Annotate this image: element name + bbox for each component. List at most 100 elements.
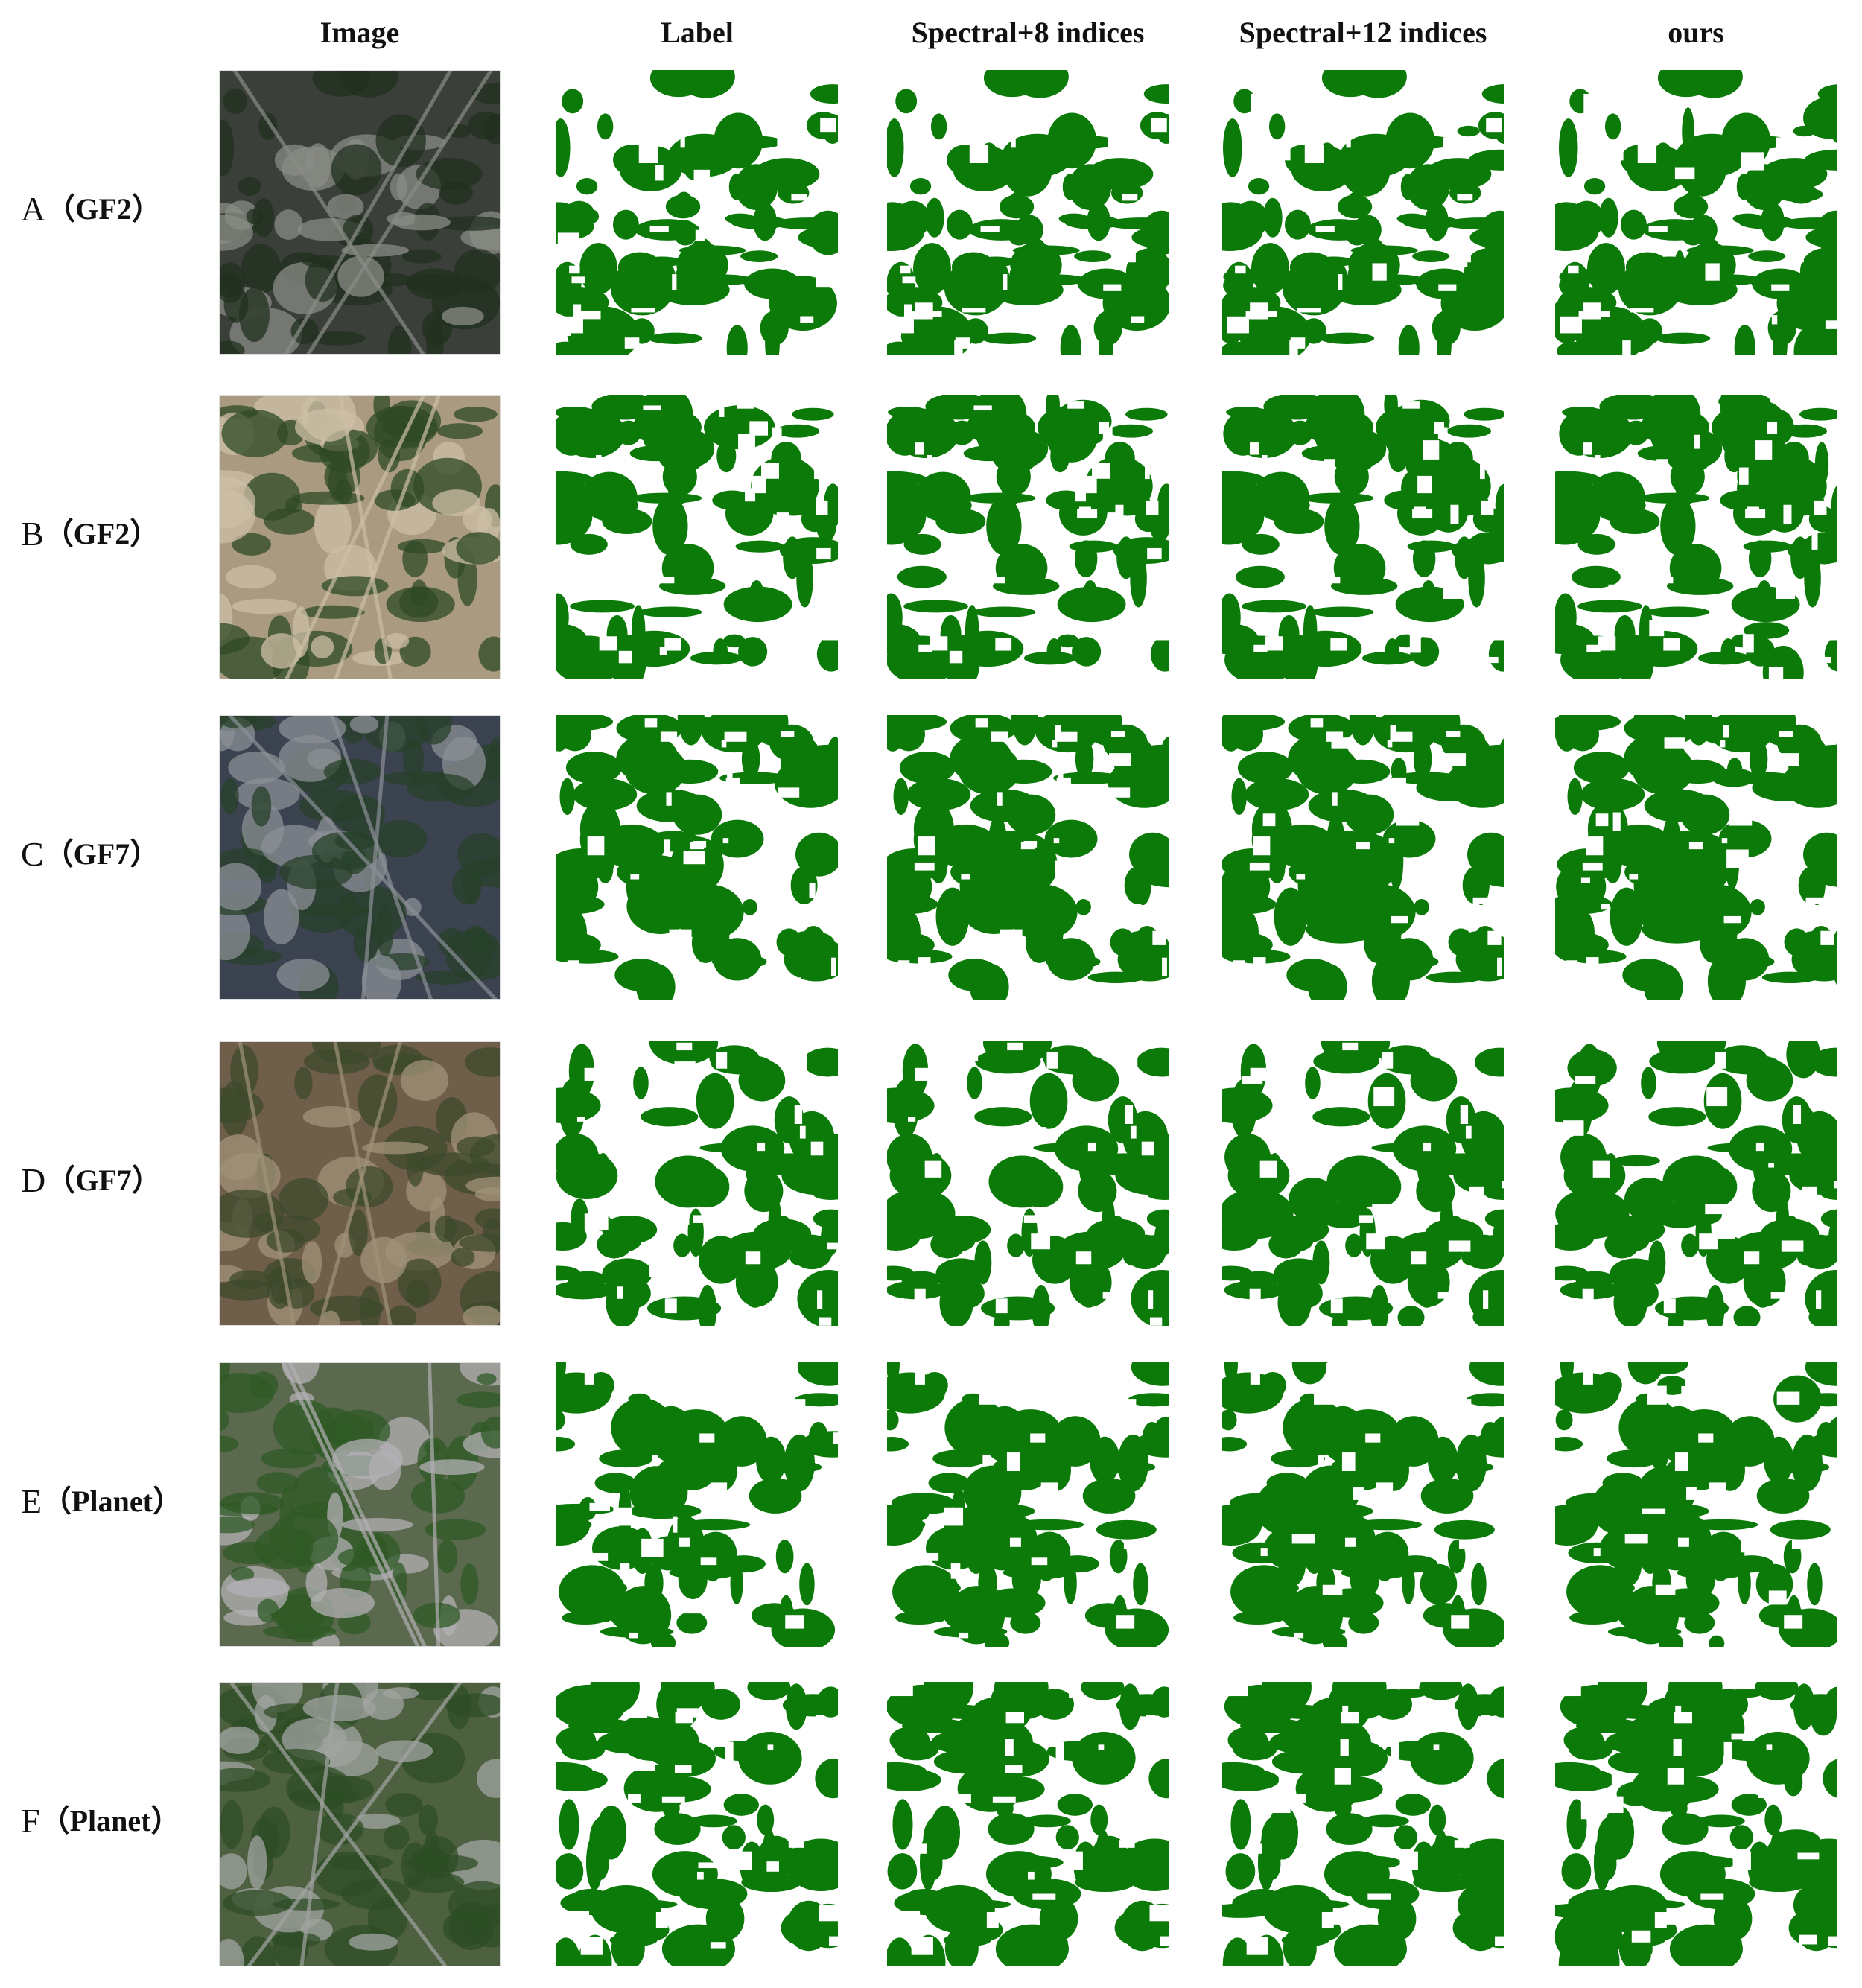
non-vegetation-patch [674,1765,692,1773]
vegetation-patch [935,887,970,946]
vegetation-patch [903,600,969,613]
vegetation-patch [1385,1741,1442,1762]
non-vegetation-patch [959,1794,971,1803]
non-vegetation-patch [1472,897,1492,904]
non-vegetation-patch [827,1242,838,1250]
vegetation-patch [602,1258,652,1289]
vegetation-patch [649,1041,719,1065]
vegetation-patch [897,1579,961,1597]
non-vegetation-patch [828,159,838,168]
non-vegetation-patch [1003,1214,1020,1225]
vegetation-patch [1295,498,1310,512]
vegetation-patch [1563,715,1602,728]
vegetation-patch [1793,1880,1837,1930]
non-vegetation-patch [1399,1851,1418,1870]
non-vegetation-patch [1723,725,1729,738]
non-vegetation-patch [1580,1800,1594,1820]
vegetation-patch [1128,1393,1169,1407]
image-patch [219,340,245,355]
non-vegetation-patch [815,1715,825,1730]
non-vegetation-patch [752,475,766,494]
vegetation-patch [796,549,813,608]
non-vegetation-patch [1583,118,1595,135]
image-patch [474,1208,501,1230]
vegetation-patch [556,1937,581,1966]
vegetation-patch [1469,225,1504,250]
vegetation-patch [899,752,956,784]
segmentation-mask [887,1682,1169,1966]
non-vegetation-patch [1249,862,1270,871]
non-vegetation-patch [1776,584,1796,600]
non-vegetation-patch [1149,1905,1169,1922]
vegetation-patch [1397,1306,1425,1326]
non-vegetation-patch [660,1362,674,1372]
non-vegetation-patch [1656,459,1668,471]
vegetation-patch [1222,1768,1280,1791]
non-vegetation-patch [1642,1508,1666,1514]
vegetation-patch [749,579,764,606]
non-vegetation-patch [1822,631,1837,641]
non-vegetation-patch [683,851,705,865]
vegetation-patch [1358,1934,1406,1950]
image-patch [291,491,365,505]
non-vegetation-patch [617,1286,623,1299]
vegetation-patch [585,1834,603,1891]
image-patch [400,1059,449,1101]
vegetation-patch [1114,1910,1160,1946]
image-patch [262,1748,331,1775]
non-vegetation-patch [1582,1424,1604,1439]
vegetation-patch [973,395,1027,443]
vegetation-patch [559,778,575,816]
vegetation-patch [957,498,972,512]
vegetation-patch [1804,549,1821,608]
vegetation-patch [1014,215,1043,245]
vegetation-patch [1823,1374,1837,1384]
non-vegetation-patch [1825,320,1837,329]
column-header: Label [661,16,734,49]
image-patch [219,904,250,961]
non-vegetation-patch [766,1584,779,1598]
non-vegetation-patch [915,442,924,455]
image-patch [249,1371,279,1400]
vegetation-patch [962,318,988,344]
vegetation-patch [897,565,947,588]
vegetation-patch [1756,1478,1810,1514]
image-patch [387,325,412,355]
vegetation-patch [1398,325,1420,355]
vegetation-patch [576,178,598,195]
non-vegetation-patch [1455,251,1468,267]
vegetation-patch [652,497,688,556]
vegetation-patch [1733,1306,1761,1326]
non-vegetation-patch [1768,1590,1787,1605]
non-vegetation-patch [1779,731,1793,737]
vegetation-patch [1466,532,1504,565]
non-vegetation-patch [1147,547,1162,560]
non-vegetation-patch [1423,1142,1432,1152]
non-vegetation-patch [1116,1782,1123,1793]
non-vegetation-patch [1433,1744,1440,1750]
vegetation-patch [903,533,941,555]
vegetation-patch [1556,862,1607,912]
vegetation-patch [930,113,947,140]
vegetation-patch [1012,245,1080,255]
non-vegetation-patch [651,577,675,584]
non-vegetation-patch [1340,1739,1349,1756]
non-vegetation-patch [693,1215,708,1223]
image-patch [328,1854,393,1870]
non-vegetation-patch [679,1603,701,1614]
non-vegetation-patch [777,137,800,151]
vegetation-patch [1045,954,1101,969]
non-vegetation-patch [1084,1938,1097,1947]
non-vegetation-patch [1598,636,1616,651]
vegetation-patch [1577,533,1615,555]
vegetation-patch [711,819,764,858]
image-patch [261,633,302,669]
vegetation-patch [644,1563,664,1603]
vegetation-patch [891,1493,956,1514]
row-letter: F [21,1802,40,1840]
vegetation-patch [1075,898,1091,915]
vegetation-patch [1055,1825,1079,1850]
non-vegetation-patch [576,1117,585,1122]
vegetation-patch [1567,778,1583,816]
vegetation-patch [1359,1861,1379,1882]
